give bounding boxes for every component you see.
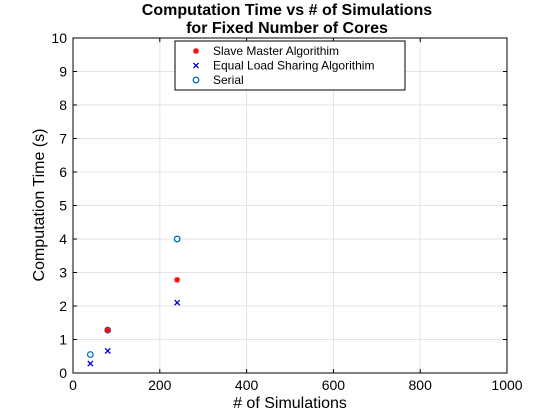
- y-tick-label: 10: [51, 30, 67, 46]
- y-tick-label: 9: [59, 64, 67, 80]
- x-tick-label: 0: [69, 377, 77, 393]
- legend-marker: [192, 76, 200, 84]
- data-points: [86, 235, 181, 367]
- y-tick-label: 7: [59, 131, 67, 147]
- y-tick-label: 6: [59, 164, 67, 180]
- data-point: [87, 360, 94, 367]
- legend-marker: [193, 48, 199, 54]
- y-tick-label: 0: [59, 365, 67, 381]
- data-point: [174, 276, 181, 283]
- y-tick-labels: 0 1 2 3 4 5 6 7 8 9 10: [51, 30, 67, 381]
- legend-label: Slave Master Algorithim: [213, 44, 339, 58]
- y-tick-label: 1: [59, 332, 67, 348]
- y-tick-label: 5: [59, 198, 67, 214]
- grid: [72, 37, 508, 374]
- y-axis-label: Computation Time (s): [31, 129, 48, 282]
- x-axis-label: # of Simulations: [233, 395, 347, 412]
- x-tick-label: 600: [322, 377, 346, 393]
- data-point: [173, 235, 181, 243]
- legend-marker: [192, 62, 200, 69]
- legend-label: Equal Load Sharing Algorithim: [213, 59, 374, 73]
- legend-label: Serial: [213, 73, 244, 87]
- x-tick-label: 1000: [491, 377, 522, 393]
- x-tick-label: 400: [235, 377, 259, 393]
- data-point: [86, 351, 94, 359]
- chart-title-line-2: for Fixed Number of Cores: [186, 20, 388, 37]
- data-point: [174, 299, 181, 306]
- y-tick-label: 3: [59, 265, 67, 281]
- x-tick-label: 800: [409, 377, 433, 393]
- data-point: [104, 327, 111, 334]
- x-tick-labels: 0 200 400 600 800 1000: [69, 377, 523, 393]
- y-tick-label: 4: [59, 231, 67, 247]
- y-tick-label: 8: [59, 97, 67, 113]
- legend-box: [174, 40, 406, 91]
- x-tick-label: 200: [148, 377, 172, 393]
- chart-title-line-1: Computation Time vs # of Simulations: [142, 2, 433, 19]
- y-tick-label: 2: [59, 298, 67, 314]
- data-point: [104, 347, 111, 354]
- axis-ticks: [72, 37, 508, 374]
